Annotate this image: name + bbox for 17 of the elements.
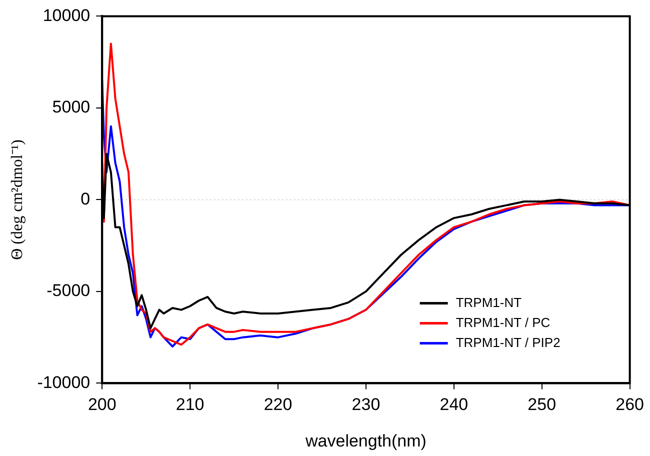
- y-axis-title: Θ (deg cm²dmol⁻¹): [8, 140, 26, 260]
- x-tick-label: 210: [176, 395, 204, 414]
- y-tick-label: -10000: [37, 372, 90, 392]
- x-tick-label: 200: [88, 395, 116, 414]
- legend-label: TRPM1-NT / PC: [456, 314, 550, 330]
- legend-label: TRPM1-NT / PIP2: [456, 334, 560, 350]
- x-tick-label: 250: [528, 395, 556, 414]
- x-tick-label: 260: [616, 395, 644, 414]
- y-tick-label: -5000: [46, 281, 90, 300]
- x-tick-label: 220: [264, 395, 292, 414]
- legend-label: TRPM1-NT: [456, 294, 522, 310]
- x-tick-label: 230: [352, 395, 380, 414]
- x-axis-title: wavelength(nm): [304, 431, 426, 450]
- y-tick-label: 10000: [42, 6, 90, 25]
- y-tick-label: 5000: [52, 98, 90, 117]
- x-tick-label: 240: [440, 395, 468, 414]
- y-tick-label: 0: [80, 189, 90, 208]
